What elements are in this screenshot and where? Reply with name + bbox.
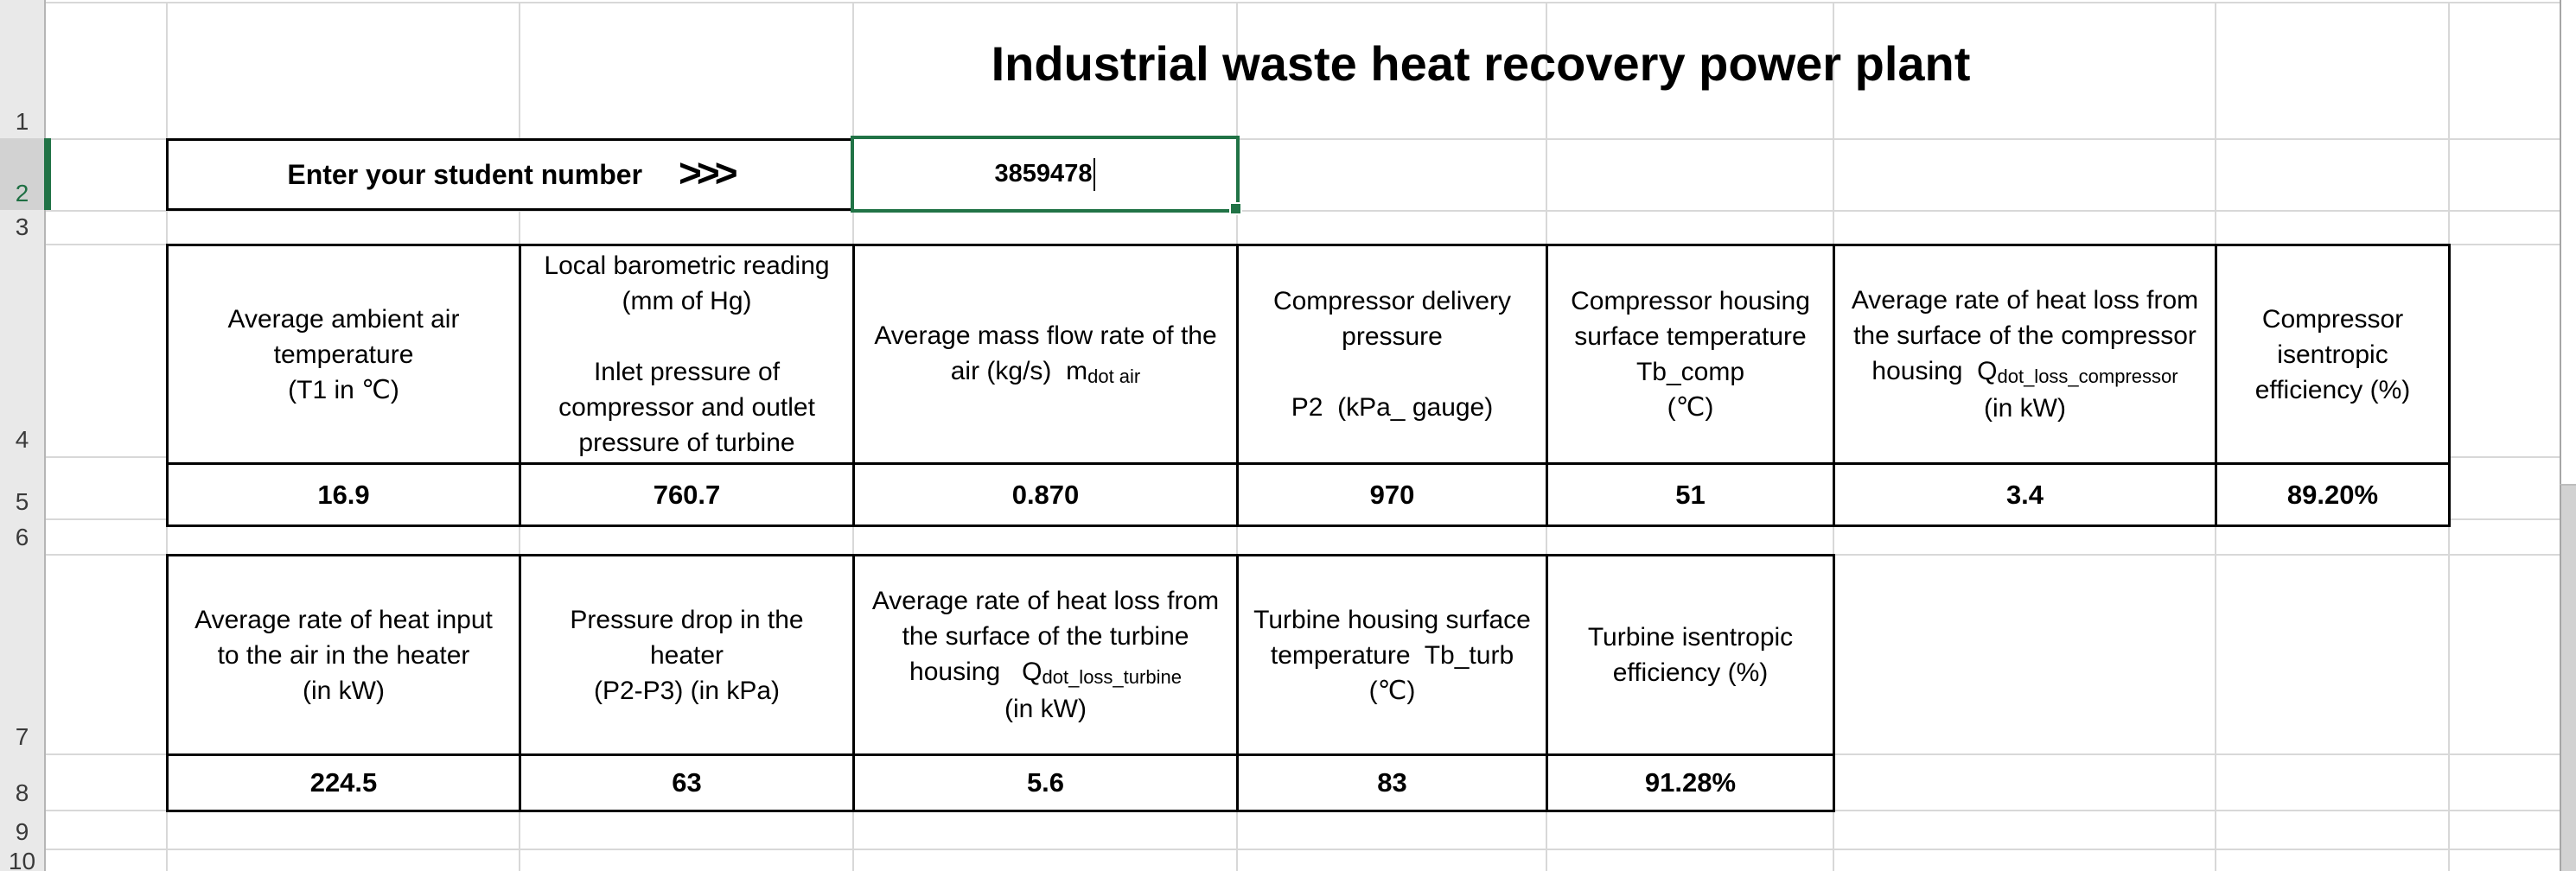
row-header-10[interactable]: 10 — [0, 848, 44, 871]
table2-header-cell-5[interactable]: Turbine isentropic efficiency (%) — [1546, 554, 1835, 756]
row-header-1[interactable]: 1 — [0, 0, 44, 138]
table2-header-row: Average rate of heat input to the air in… — [166, 554, 1835, 756]
table1-header-row: Average ambient air temperature (T1 in ℃… — [166, 244, 2451, 465]
table1-value-cell-2[interactable]: 760.7 — [519, 462, 855, 527]
header-text: Average ambient air temperature (T1 in ℃… — [227, 304, 460, 404]
gridline — [0, 2, 2560, 3]
header-text: Compressor housing surface temperature T… — [1571, 287, 1810, 422]
row-header-3[interactable]: 3 — [0, 210, 44, 244]
table2-header-cell-1[interactable]: Average rate of heat input to the air in… — [166, 554, 521, 756]
header-text: (in kW) — [1004, 695, 1087, 723]
table1-value-cell-3[interactable]: 0.870 — [852, 462, 1239, 527]
row-number: 2 — [15, 180, 29, 207]
row-header-6[interactable]: 6 — [0, 518, 44, 554]
subscript-text: dot air — [1087, 366, 1141, 387]
table2-value-cell-2[interactable]: 63 — [519, 753, 855, 812]
row-number: 4 — [15, 426, 29, 453]
gridline — [0, 210, 2560, 212]
table1-value-row: 16.9 760.7 0.870 970 51 3.4 89.20% — [166, 462, 2451, 527]
table2-value-cell-3[interactable]: 5.6 — [852, 753, 1239, 812]
table2-value-cell-4[interactable]: 83 — [1236, 753, 1548, 812]
table1-header-cell-4[interactable]: Compressor delivery pressure P2 (kPa_ ga… — [1236, 244, 1548, 465]
row-number: 9 — [15, 818, 29, 845]
row-header-2[interactable]: 2 — [0, 138, 44, 210]
sheet-title[interactable]: Industrial waste heat recovery power pla… — [991, 36, 1971, 91]
header-text: Compressor isentropic efficiency (%) — [2254, 304, 2411, 404]
header-text: Turbine isentropic efficiency (%) — [1587, 623, 1794, 687]
student-number-value: 3859478 — [994, 160, 1093, 188]
table2-header-cell-3[interactable]: Average rate of heat loss from the surfa… — [852, 554, 1239, 756]
vertical-scrollbar-thumb[interactable] — [2560, 484, 2576, 871]
row-number: 10 — [8, 848, 36, 871]
gridline — [0, 849, 2560, 850]
header-text: Average rate of heat input to the air in… — [194, 605, 493, 705]
row-number: 7 — [15, 723, 29, 750]
table1-value-cell-5[interactable]: 51 — [1546, 462, 1835, 527]
subscript-text: dot_loss_compressor — [1997, 366, 2178, 387]
vertical-scrollbar-track[interactable] — [2560, 0, 2576, 484]
arrows-glyph: >>> — [679, 150, 738, 195]
table1-value-cell-4[interactable]: 970 — [1236, 462, 1548, 527]
header-text: (in kW) — [1984, 394, 2066, 423]
table1-table: Average ambient air temperature (T1 in ℃… — [166, 244, 2451, 527]
table2-value-row: 224.5 63 5.6 83 91.28% — [166, 753, 1835, 812]
table1-header-cell-6[interactable]: Average rate of heat loss from the surfa… — [1833, 244, 2217, 465]
table2-header-cell-4[interactable]: Turbine housing surface temperature Tb_t… — [1236, 554, 1548, 756]
table2-table: Average rate of heat input to the air in… — [166, 554, 1835, 812]
row-number: 1 — [15, 108, 29, 135]
student-number-prompt-cell[interactable]: Enter your student number >>> — [166, 138, 854, 211]
active-cell-student-number[interactable]: 3859478 — [851, 136, 1242, 215]
fill-handle[interactable] — [1229, 202, 1242, 215]
row-header-9[interactable]: 9 — [0, 810, 44, 849]
header-text: Average mass flow rate of the air (kg/s)… — [874, 321, 1217, 385]
header-text: Compressor delivery pressure P2 (kPa_ ga… — [1272, 287, 1512, 422]
row-header-8[interactable]: 8 — [0, 753, 44, 810]
row-number: 8 — [15, 779, 29, 806]
row-header-7[interactable]: 7 — [0, 554, 44, 753]
table1-header-cell-2[interactable]: Local barometric reading (mm of Hg) Inle… — [519, 244, 855, 465]
subscript-text: dot_loss_turbine — [1042, 666, 1182, 688]
header-text: Local barometric reading (mm of Hg) Inle… — [544, 251, 830, 457]
row-header-4[interactable]: 4 — [0, 244, 44, 456]
selected-row-indicator — [44, 138, 51, 210]
table1-value-cell-6[interactable]: 3.4 — [1833, 462, 2217, 527]
table1-header-cell-3[interactable]: Average mass flow rate of the air (kg/s)… — [852, 244, 1239, 465]
table2-header-cell-2[interactable]: Pressure drop in the heater (P2-P3) (in … — [519, 554, 855, 756]
prompt-label: Enter your student number — [287, 158, 643, 190]
header-text: Average rate of heat loss from the surfa… — [871, 587, 1220, 686]
table2-value-cell-1[interactable]: 224.5 — [166, 753, 521, 812]
row-number: 5 — [15, 488, 29, 515]
table1-header-cell-7[interactable]: Compressor isentropic efficiency (%) — [2215, 244, 2451, 465]
header-text: Pressure drop in the heater (P2-P3) (in … — [570, 605, 804, 705]
row-number: 6 — [15, 524, 29, 550]
row-number: 3 — [15, 213, 29, 240]
text-cursor — [1094, 157, 1096, 191]
table2-value-cell-5[interactable]: 91.28% — [1546, 753, 1835, 812]
row-header-5[interactable]: 5 — [0, 456, 44, 518]
table1-value-cell-7[interactable]: 89.20% — [2215, 462, 2451, 527]
header-text: Turbine housing surface temperature Tb_t… — [1253, 605, 1531, 705]
table1-value-cell-1[interactable]: 16.9 — [166, 462, 521, 527]
header-text: Average rate of heat loss from the surfa… — [1851, 286, 2199, 385]
gridline — [0, 138, 2560, 140]
table1-header-cell-1[interactable]: Average ambient air temperature (T1 in ℃… — [166, 244, 521, 465]
table1-header-cell-5[interactable]: Compressor housing surface temperature T… — [1546, 244, 1835, 465]
